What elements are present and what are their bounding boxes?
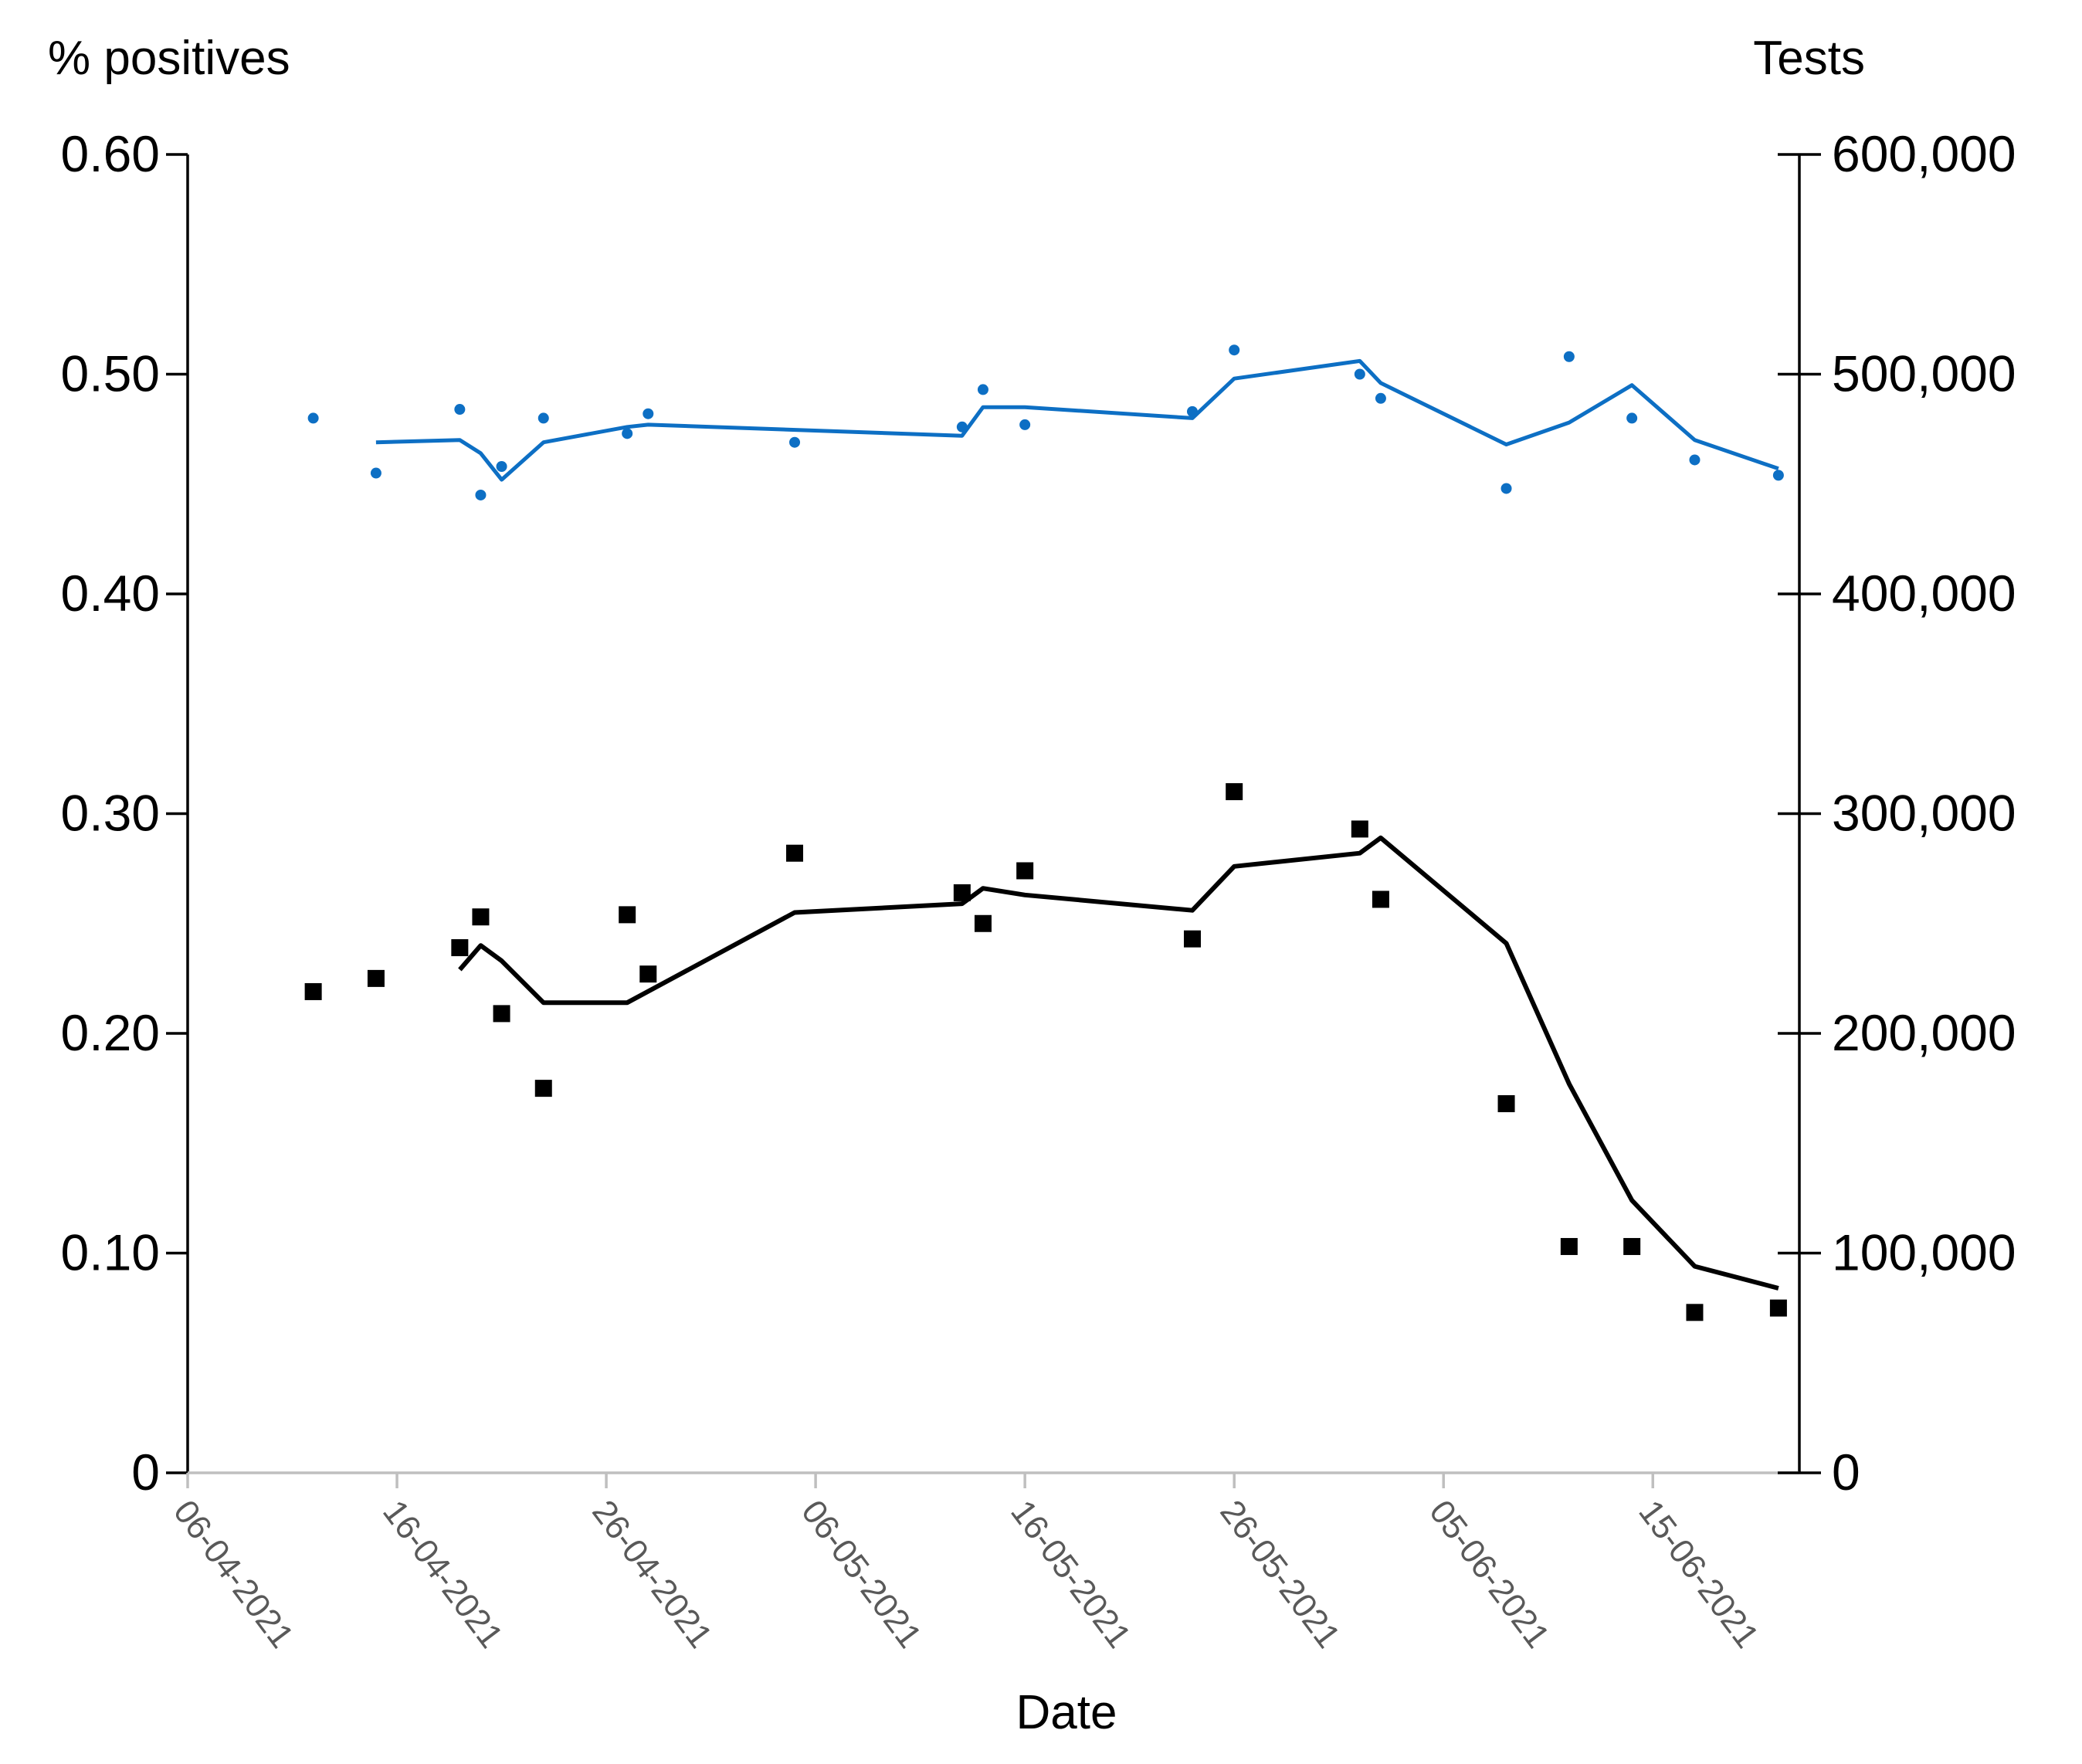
positives-point — [1375, 392, 1386, 404]
ticks: 0 0.10 0.20 0.30 0.40 0.50 0.60 0 100,000 200,000… — [61, 125, 2016, 1655]
right-y-tick-label: 200,000 — [1832, 1004, 2016, 1061]
positives-point — [1229, 344, 1240, 356]
left-y-tick-label: 0.10 — [61, 1224, 160, 1281]
right-y-tick-label: 300,000 — [1832, 785, 2016, 842]
positives-point — [643, 408, 654, 419]
series-layer — [304, 344, 1787, 1321]
x-axis-title: Date — [1016, 1686, 1117, 1739]
tests-point — [974, 914, 992, 932]
tests-point — [1560, 1237, 1578, 1255]
tests-point — [1497, 1095, 1515, 1113]
left-y-tick-label: 0.30 — [61, 785, 160, 842]
tests-point — [1372, 890, 1389, 908]
positives-point — [1626, 412, 1638, 424]
tests-point — [1686, 1304, 1704, 1321]
x-tick-label: 26-04-2021 — [585, 1494, 720, 1655]
tests-point — [639, 965, 657, 983]
positives-point — [307, 412, 319, 424]
tests-point — [493, 1005, 510, 1023]
positives-point — [622, 428, 633, 439]
tests-point — [367, 969, 385, 987]
positives-point — [1563, 351, 1575, 362]
tests-point — [953, 884, 971, 901]
x-tick-label: 15-06-2021 — [1631, 1494, 1766, 1655]
tests-trend-line — [458, 835, 1779, 1291]
tests-point — [1016, 862, 1034, 880]
positives-point — [789, 436, 801, 448]
tests-point — [472, 908, 490, 926]
tests-point — [1226, 783, 1243, 801]
tests-point — [619, 906, 636, 924]
tests-point — [534, 1080, 552, 1097]
right-y-tick-label: 400,000 — [1832, 565, 2016, 622]
tests-point — [304, 982, 322, 1000]
x-tick-label: 16-05-2021 — [1003, 1494, 1138, 1655]
positives-point — [537, 412, 549, 424]
x-tick-label: 06-05-2021 — [794, 1494, 929, 1655]
positives-point — [1772, 470, 1784, 481]
x-tick-label: 26-05-2021 — [1212, 1494, 1348, 1655]
positives-point — [1019, 419, 1031, 430]
positives-trend-line — [375, 358, 1779, 482]
left-y-tick-label: 0.50 — [61, 345, 160, 402]
left-axis-title: % positives — [48, 32, 290, 85]
tests-point — [1183, 930, 1201, 948]
right-y-tick-label: 0 — [1832, 1443, 1860, 1501]
right-axis-title: Tests — [1753, 32, 1865, 85]
positives-point — [1354, 368, 1365, 380]
x-tick-label: 16-04-2021 — [375, 1494, 510, 1655]
positives-point — [475, 489, 487, 500]
right-y-tick-label: 100,000 — [1832, 1224, 2016, 1281]
positives-point — [1500, 483, 1512, 494]
positives-point — [1689, 454, 1701, 466]
left-y-tick-label: 0 — [131, 1443, 160, 1501]
left-y-tick-label: 0.40 — [61, 565, 160, 622]
axes — [186, 154, 1801, 1474]
x-tick-label: 06-04-2021 — [166, 1494, 301, 1655]
tests-point — [451, 939, 469, 957]
tests-point — [786, 844, 804, 862]
positives-point — [454, 404, 466, 416]
x-tick-label: 05-06-2021 — [1422, 1494, 1557, 1655]
tests-point — [1769, 1299, 1787, 1317]
right-y-tick-label: 600,000 — [1832, 125, 2016, 182]
left-y-tick-label: 0.60 — [61, 125, 160, 182]
positives-point — [977, 384, 988, 395]
right-y-tick-label: 500,000 — [1832, 345, 2016, 402]
tests-point — [1623, 1237, 1641, 1255]
left-y-tick-label: 0.20 — [61, 1004, 160, 1061]
tests-point — [1351, 820, 1368, 838]
positives-point — [370, 467, 381, 479]
positives-point — [496, 460, 507, 472]
